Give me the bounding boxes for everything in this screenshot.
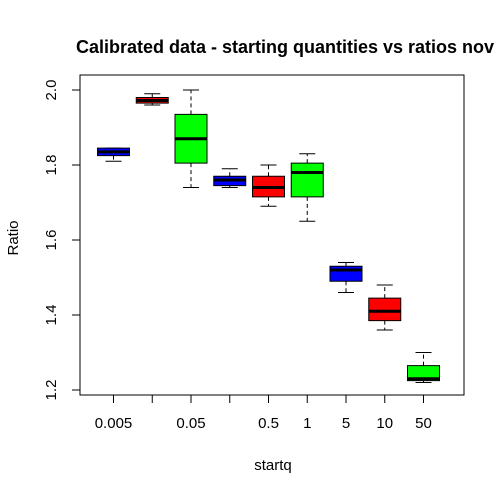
chart-title: Calibrated data - starting quantities vs… <box>76 37 494 57</box>
iqr-box <box>290 162 324 198</box>
x-tick-label: 5 <box>342 415 350 432</box>
x-tick-label: 0.005 <box>95 415 133 432</box>
box-1 <box>97 147 130 162</box>
y-axis-label: Ratio <box>5 220 22 255</box>
boxes-layer <box>97 89 440 383</box>
y-tick-label: 2.0 <box>43 80 60 101</box>
x-tick-label: 1 <box>303 415 311 432</box>
box-3 <box>174 89 208 188</box>
box-2 <box>135 93 169 106</box>
x-tick-label: 50 <box>415 415 432 432</box>
y-axis: 1.2 1.4 1.6 1.8 2.0 <box>43 80 81 401</box>
x-tick-label: 0.05 <box>176 415 205 432</box>
box-8 <box>368 284 402 331</box>
y-tick-label: 1.6 <box>43 230 60 251</box>
y-tick-label: 1.4 <box>43 305 60 326</box>
box-6 <box>290 153 324 222</box>
iqr-box <box>368 297 402 322</box>
x-tick-label: 10 <box>376 415 393 432</box>
box-5 <box>252 164 285 207</box>
box-7 <box>329 262 363 293</box>
iqr-box <box>407 365 440 382</box>
plot-area-border <box>79 74 465 396</box>
y-tick-label: 1.8 <box>43 155 60 176</box>
box-4 <box>213 168 247 188</box>
box-9 <box>407 352 440 383</box>
x-axis: 0.005 0.05 0.5 1 5 10 50 <box>95 394 432 432</box>
y-tick-label: 1.2 <box>43 380 60 401</box>
x-axis-label: startq <box>254 457 292 474</box>
x-tick-label: 0.5 <box>258 415 279 432</box>
